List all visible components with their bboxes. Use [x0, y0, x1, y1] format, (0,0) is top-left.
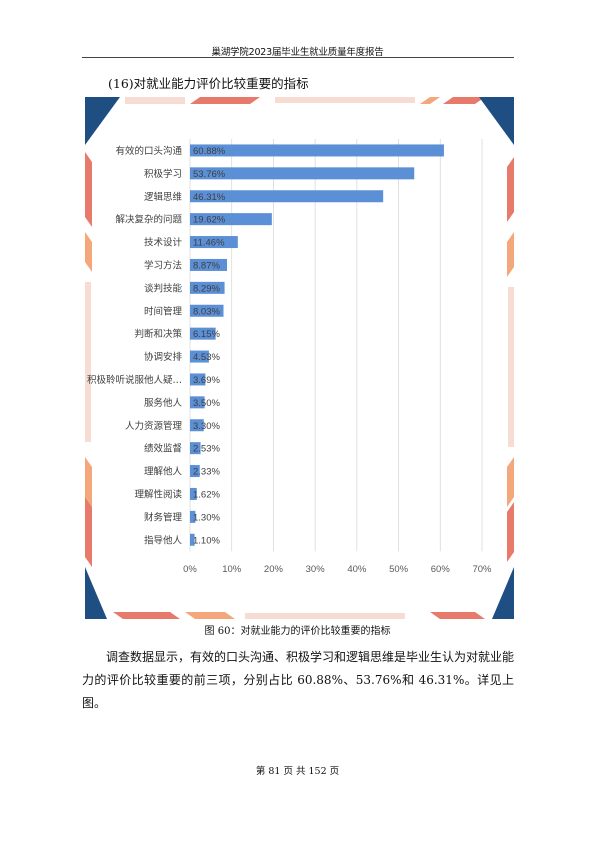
frame-segment-top-2	[190, 97, 260, 104]
category-label: 绩效监督	[144, 443, 182, 455]
decorative-frame	[85, 97, 514, 619]
figure-caption: 图 60：对就业能力的评价比较重要的指标	[204, 626, 391, 637]
x-tick-label: 40%	[347, 564, 367, 575]
bar	[190, 533, 195, 546]
bar	[190, 487, 197, 500]
value-label: 2.33%	[193, 467, 220, 478]
frame-segment-bottom-3	[245, 613, 405, 619]
body-paragraph: 调查数据显示，有效的口头沟通、积极学习和逻辑思维是毕业生认为对就业能力的评价比较…	[82, 650, 515, 710]
category-label: 技术设计	[144, 237, 183, 249]
value-label: 19.62%	[193, 215, 226, 226]
category-label: 指导他人	[144, 534, 183, 546]
value-label: 3.69%	[193, 375, 220, 386]
bar	[190, 258, 228, 271]
value-label: 53.76%	[193, 169, 226, 180]
category-label: 积极学习	[144, 168, 182, 180]
value-label: 1.30%	[193, 512, 220, 523]
value-label: 1.62%	[193, 489, 220, 500]
frame-segment-right-2	[507, 232, 514, 277]
category-labels: 有效的口头沟通积极学习逻辑思维解决复杂的问题技术设计学习方法谈判技能时间管理判断…	[87, 145, 183, 546]
value-label: 6.15%	[193, 329, 220, 340]
category-label: 理解他人	[144, 466, 183, 478]
value-label: 8.87%	[193, 260, 220, 271]
frame-segment-right-4	[507, 457, 514, 507]
frame-segment-top-4	[420, 97, 440, 104]
value-label: 2.53%	[193, 444, 220, 455]
bar	[190, 144, 444, 157]
header-rule	[82, 57, 514, 58]
frame-segment-bottom-4	[430, 612, 485, 619]
bar	[190, 167, 415, 180]
value-label: 46.31%	[193, 192, 226, 203]
frame-segment-top-1	[125, 97, 185, 104]
bar	[190, 442, 201, 455]
x-tick-label: 0%	[183, 564, 197, 575]
bar	[190, 236, 238, 249]
frame-segment-left-2	[85, 232, 92, 272]
x-tick-label: 20%	[264, 564, 284, 575]
bar	[190, 190, 384, 203]
frame-corner-bottom-right	[492, 567, 514, 619]
page-header: 巢湖学院2023届毕业生就业质量年度报告	[211, 47, 384, 58]
frame-segment-right-1	[507, 157, 514, 222]
value-label: 11.46%	[193, 238, 225, 249]
frame-corner-top-right	[479, 97, 514, 145]
category-label: 服务他人	[144, 397, 183, 409]
bar	[190, 327, 216, 340]
value-label: 8.29%	[193, 283, 220, 294]
x-tick-label: 30%	[306, 564, 326, 575]
x-tick-label: 10%	[222, 564, 242, 575]
bar	[190, 373, 206, 386]
bar	[190, 350, 209, 363]
bar	[190, 396, 205, 409]
x-tick-label: 60%	[431, 564, 451, 575]
category-label: 时间管理	[144, 305, 183, 317]
frame-corner-top-left	[85, 97, 120, 145]
frame-corner-bottom-left	[85, 567, 107, 619]
frame-segment-top-3	[275, 97, 415, 103]
category-label: 协调安排	[144, 351, 183, 363]
category-label: 人力资源管理	[125, 420, 183, 432]
value-label: 3.50%	[193, 398, 220, 409]
category-label: 判断和决策	[134, 328, 182, 340]
frame-segment-left-1	[85, 152, 92, 227]
page-footer: 第 81 页 共 152 页	[255, 766, 340, 777]
frame-segment-left-3	[85, 282, 91, 442]
bar	[190, 510, 196, 523]
category-label: 学习方法	[144, 259, 182, 271]
x-tick-label: 50%	[389, 564, 409, 575]
frame-segment-bottom-1	[113, 612, 180, 619]
value-label: 3.30%	[193, 421, 220, 432]
value-labels: 60.88% 53.76% 46.31% 19.62% 11.46% 8.87% 8.29%…	[193, 146, 226, 546]
x-tick-label: 70%	[472, 564, 492, 575]
figure-frame: 有效的口头沟通积极学习逻辑思维解决复杂的问题技术设计学习方法谈判技能时间管理判断…	[85, 97, 514, 619]
bar-chart: 有效的口头沟通积极学习逻辑思维解决复杂的问题技术设计学习方法谈判技能时间管理判断…	[85, 97, 514, 619]
category-label: 有效的口头沟通	[115, 145, 182, 157]
category-label: 理解性阅读	[134, 488, 182, 500]
frame-segment-top-5	[443, 97, 485, 104]
category-label: 财务管理	[144, 511, 183, 523]
value-label: 8.03%	[193, 306, 220, 317]
gridlines	[189, 139, 483, 552]
category-label: 积极聆听说服他人疑…	[87, 374, 182, 386]
bar	[190, 281, 225, 294]
category-label: 逻辑思维	[144, 191, 183, 203]
bar	[190, 213, 272, 226]
x-axis-ticks: 0% 10% 20% 30% 40% 50% 60% 70%	[183, 564, 492, 575]
bar	[190, 419, 204, 432]
bar	[190, 465, 200, 478]
value-label: 60.88%	[193, 146, 226, 157]
bar	[190, 304, 224, 317]
frame-segment-bottom-2	[185, 612, 235, 619]
bars	[190, 144, 444, 546]
value-label: 1.10%	[193, 535, 220, 546]
category-label: 解决复杂的问题	[115, 214, 182, 226]
frame-segment-right-3	[508, 287, 514, 447]
value-label: 4.53%	[193, 352, 220, 363]
frame-segment-right-5	[507, 502, 514, 562]
frame-segment-left-4	[85, 457, 92, 507]
frame-segment-left-5	[85, 497, 92, 567]
category-label: 谈判技能	[144, 282, 183, 294]
section-title: (16)对就业能力评价比较重要的指标	[108, 76, 309, 91]
